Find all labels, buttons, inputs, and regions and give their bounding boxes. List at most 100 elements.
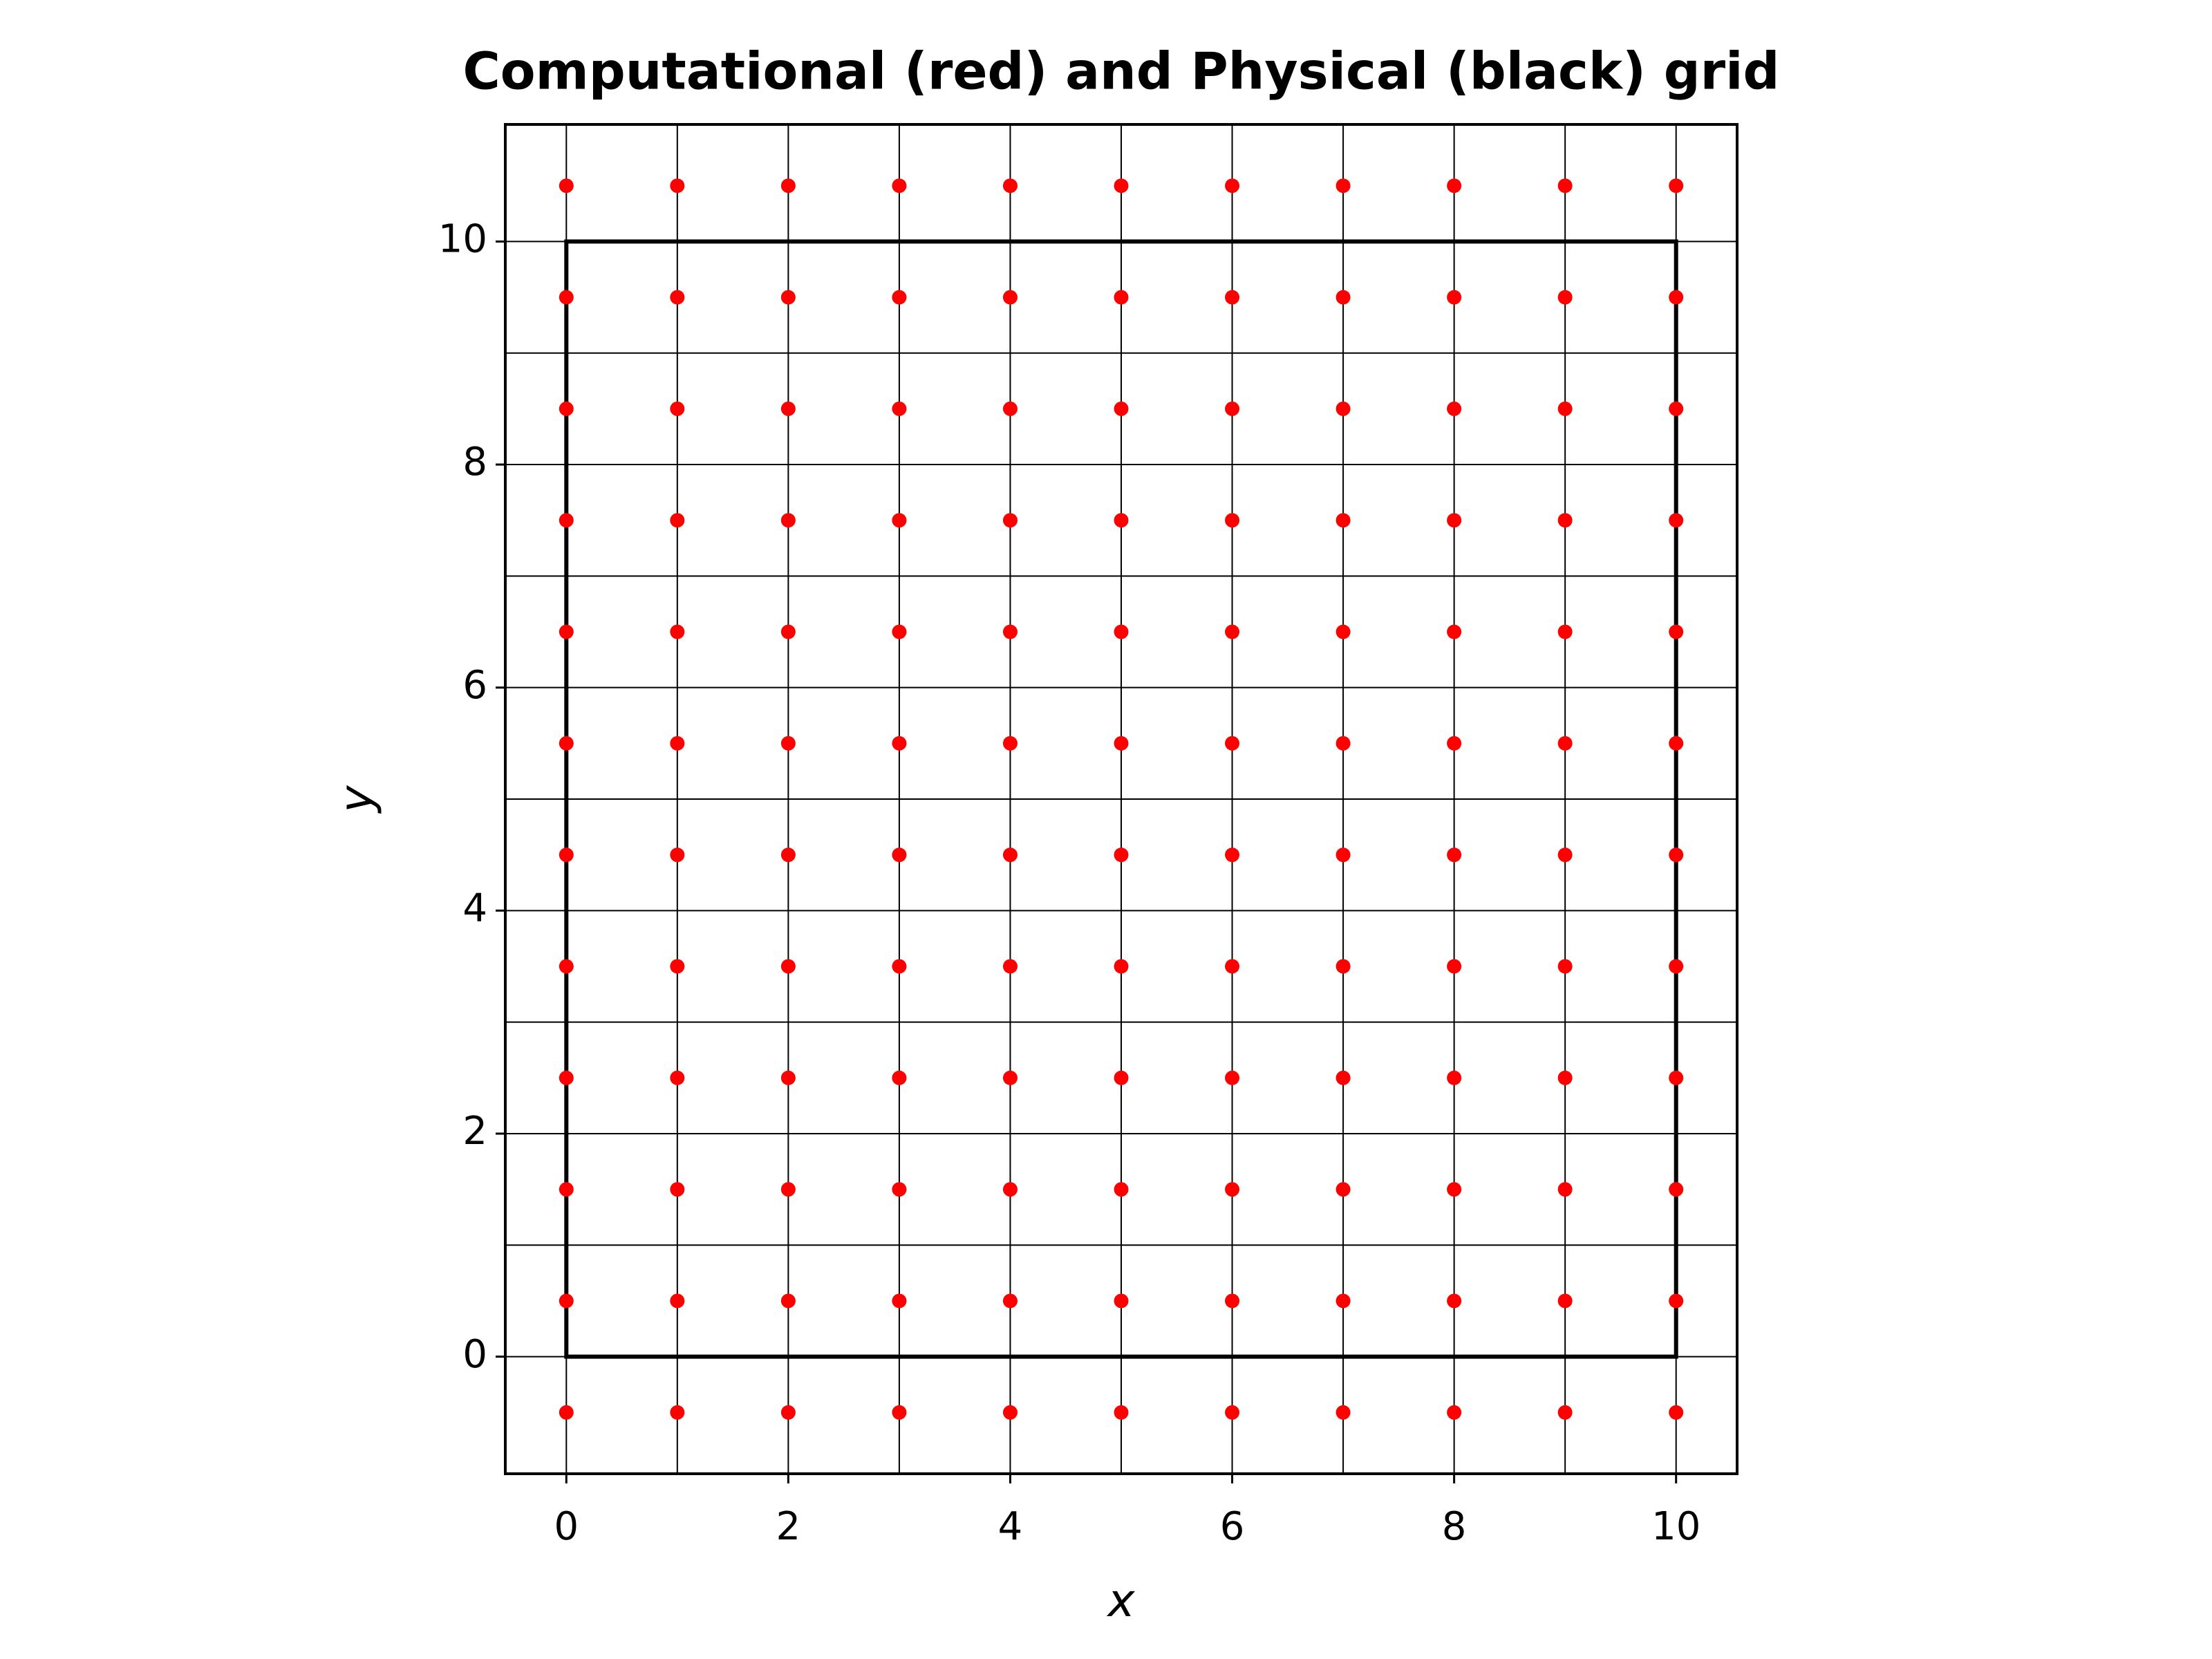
grid-point xyxy=(1335,1070,1351,1085)
x-axis-label: x xyxy=(1106,1574,1135,1627)
grid-point xyxy=(1557,290,1573,305)
grid-point xyxy=(1335,624,1351,639)
grid-point xyxy=(1002,1070,1018,1085)
y-tick-label: 2 xyxy=(462,1109,487,1154)
grid-point xyxy=(780,178,796,194)
grid-point xyxy=(892,513,907,528)
grid-point xyxy=(1225,178,1240,194)
grid-point xyxy=(559,178,574,194)
grid-point xyxy=(1335,401,1351,416)
grid-point xyxy=(1557,959,1573,974)
grid-point xyxy=(1669,959,1684,974)
grid-point xyxy=(1335,178,1351,194)
grid-point xyxy=(559,513,574,528)
grid-point xyxy=(1114,178,1129,194)
axes-frame xyxy=(504,123,1738,1475)
grid-point xyxy=(1002,959,1018,974)
grid-point xyxy=(559,1182,574,1197)
chart-title: Computational (red) and Physical (black)… xyxy=(463,42,1780,102)
grid-point xyxy=(1225,735,1240,751)
grid-point xyxy=(1669,401,1684,416)
grid-point xyxy=(670,401,685,416)
grid-point xyxy=(892,1405,907,1420)
grid-point xyxy=(1114,1405,1129,1420)
grid-point xyxy=(1002,624,1018,639)
grid-point xyxy=(1557,401,1573,416)
grid-point xyxy=(1002,290,1018,305)
grid-point xyxy=(559,401,574,416)
grid-point xyxy=(1114,624,1129,639)
x-tick-label: 2 xyxy=(776,1504,801,1549)
grid-point xyxy=(892,290,907,305)
grid-point xyxy=(1447,401,1462,416)
grid-point xyxy=(1669,1405,1684,1420)
grid-point xyxy=(892,624,907,639)
grid-point xyxy=(559,1405,574,1420)
grid-point xyxy=(892,1182,907,1197)
grid-point xyxy=(1669,847,1684,863)
grid-point xyxy=(1335,290,1351,305)
grid-point xyxy=(780,401,796,416)
y-tick-label: 10 xyxy=(438,217,487,262)
grid-point xyxy=(1557,847,1573,863)
grid-point xyxy=(1557,1182,1573,1197)
grid-point xyxy=(780,959,796,974)
grid-point xyxy=(1669,735,1684,751)
y-tick-label: 4 xyxy=(462,885,487,930)
grid-point xyxy=(670,847,685,863)
y-axis-label: y xyxy=(330,785,383,814)
grid-point xyxy=(1447,1405,1462,1420)
grid-point xyxy=(1557,178,1573,194)
grid-point xyxy=(1447,959,1462,974)
grid-point xyxy=(892,847,907,863)
grid-point xyxy=(780,513,796,528)
grid-point xyxy=(1114,1070,1129,1085)
grid-point xyxy=(892,401,907,416)
grid-point xyxy=(670,1182,685,1197)
grid-point xyxy=(1002,401,1018,416)
grid-point xyxy=(1669,1070,1684,1085)
grid-point xyxy=(780,1070,796,1085)
grid-point xyxy=(670,624,685,639)
grid-point xyxy=(780,1405,796,1420)
grid-point xyxy=(1002,735,1018,751)
x-tick-label: 10 xyxy=(1651,1504,1700,1549)
grid-point xyxy=(1114,513,1129,528)
grid-point xyxy=(1335,1405,1351,1420)
grid-point xyxy=(1225,1405,1240,1420)
grid-point xyxy=(780,624,796,639)
grid-point xyxy=(1557,1070,1573,1085)
grid-point xyxy=(1114,290,1129,305)
x-tick-label: 4 xyxy=(998,1504,1023,1549)
grid-point xyxy=(1335,959,1351,974)
grid-point xyxy=(892,178,907,194)
grid-point xyxy=(1002,513,1018,528)
grid-point xyxy=(559,735,574,751)
grid-point xyxy=(780,847,796,863)
grid-point xyxy=(1669,1182,1684,1197)
grid-point xyxy=(1669,290,1684,305)
grid-point xyxy=(670,1405,685,1420)
grid-point xyxy=(1335,847,1351,863)
y-tick-label: 6 xyxy=(462,663,487,708)
grid-point xyxy=(1002,178,1018,194)
grid-point xyxy=(1669,513,1684,528)
grid-point xyxy=(1335,1293,1351,1309)
x-tick-label: 0 xyxy=(554,1504,579,1549)
grid-point xyxy=(1225,1070,1240,1085)
grid-point xyxy=(1447,290,1462,305)
grid-point xyxy=(892,735,907,751)
grid-point xyxy=(670,959,685,974)
grid-point xyxy=(1557,1293,1573,1309)
grid-point xyxy=(1225,624,1240,639)
grid-point xyxy=(1225,847,1240,863)
grid-point xyxy=(1557,735,1573,751)
grid-point xyxy=(1557,513,1573,528)
grid-point xyxy=(1225,290,1240,305)
grid-point xyxy=(1002,1182,1018,1197)
grid-point xyxy=(780,1182,796,1197)
grid-point xyxy=(1002,1405,1018,1420)
grid-point xyxy=(1114,735,1129,751)
grid-point xyxy=(670,513,685,528)
